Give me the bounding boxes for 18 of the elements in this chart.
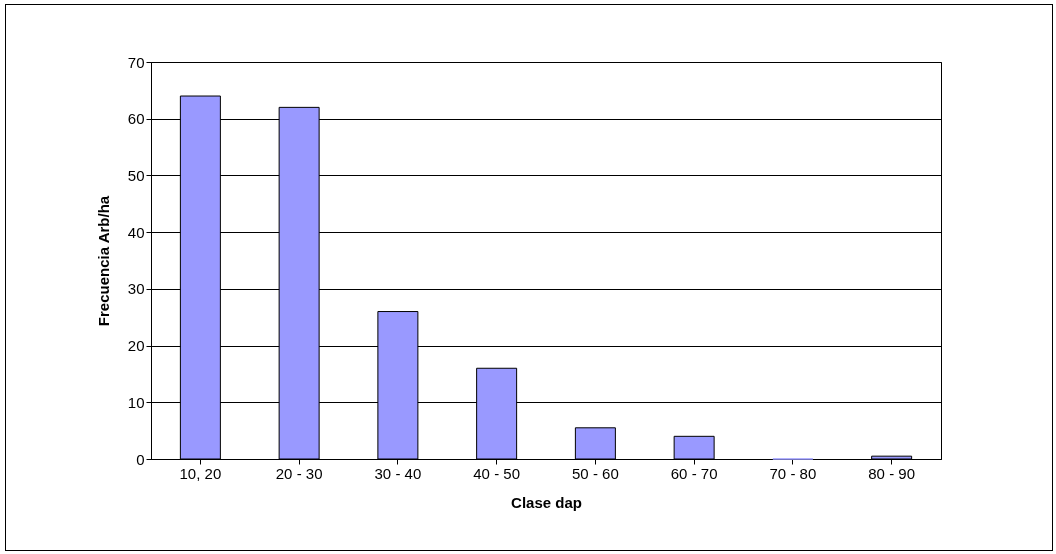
x-tick-label: 10, 20 — [179, 464, 222, 482]
y-tick-label: 40 — [127, 223, 145, 241]
y-axis-title: Frecuencia Arb/ha — [94, 195, 112, 327]
y-tick-label: 30 — [127, 280, 145, 298]
y-tick-label: 0 — [136, 450, 145, 468]
y-tick-label: 10 — [127, 393, 145, 411]
y-tick-label: 60 — [127, 110, 145, 128]
x-tick-label: 70 - 80 — [769, 464, 817, 482]
x-axis-title: Clase dap — [511, 493, 582, 511]
x-tick-label: 50 - 60 — [572, 464, 619, 482]
x-tick-label: 60 - 70 — [670, 464, 718, 482]
y-tick-label: 70 — [127, 53, 145, 71]
x-tick-label: 20 - 30 — [275, 464, 323, 482]
x-tick-label: 40 - 50 — [473, 464, 520, 482]
y-tick-label: 50 — [127, 166, 145, 184]
x-tick-label: 30 - 40 — [374, 464, 422, 482]
y-tick-label: 20 — [127, 337, 145, 355]
x-tick-label: 80 - 90 — [868, 464, 915, 482]
